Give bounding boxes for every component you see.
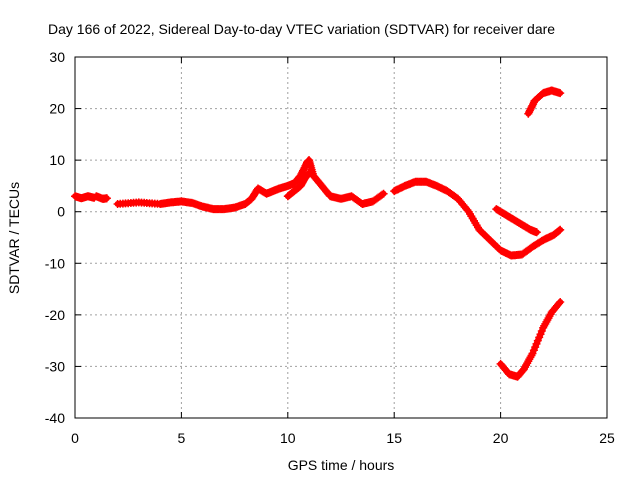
data-point — [102, 194, 111, 203]
x-tick-label: 5 — [178, 430, 186, 446]
series-arc-5 — [390, 177, 565, 260]
y-tick-label: 10 — [49, 152, 65, 168]
series-arc-8 — [496, 298, 565, 381]
x-tick-label: 15 — [386, 430, 402, 446]
y-axis-label: SDTVAR / TECUs — [6, 182, 22, 294]
data-point — [556, 225, 565, 234]
series-group — [71, 86, 565, 381]
series-arc-1 — [71, 192, 99, 203]
x-axis-label: GPS time / hours — [288, 457, 395, 473]
data-point — [532, 228, 541, 237]
data-point — [555, 299, 564, 308]
series-arc-6 — [492, 205, 541, 237]
x-tick-label: 0 — [71, 430, 79, 446]
plot-frame — [74, 56, 608, 419]
y-tick-label: -30 — [45, 358, 65, 374]
y-tick-label: -10 — [45, 255, 65, 271]
chart-title: Day 166 of 2022, Sidereal Day-to-day VTE… — [48, 21, 555, 37]
series-arc-3 — [113, 156, 388, 214]
data-point — [378, 190, 387, 199]
data-point — [305, 169, 314, 177]
y-tick-label: -40 — [45, 410, 65, 426]
x-tick-label: 10 — [280, 430, 296, 446]
x-tick-label: 20 — [493, 430, 509, 446]
axis-ticks: 0 5 10 15 20 25 -40 -30 -20 -10 0 10 20 30 — [45, 49, 615, 446]
data-point — [556, 298, 565, 306]
series-arc-4 — [283, 169, 314, 201]
y-tick-label: -20 — [45, 307, 65, 323]
series-arc-2 — [92, 192, 111, 203]
data-point — [556, 89, 565, 98]
y-tick-label: 30 — [49, 49, 65, 65]
series-arc-7 — [524, 86, 565, 118]
y-tick-label: 20 — [49, 101, 65, 117]
data-point — [379, 189, 388, 198]
x-tick-label: 25 — [599, 430, 615, 446]
y-tick-label: 0 — [57, 204, 65, 220]
grid — [75, 57, 607, 418]
